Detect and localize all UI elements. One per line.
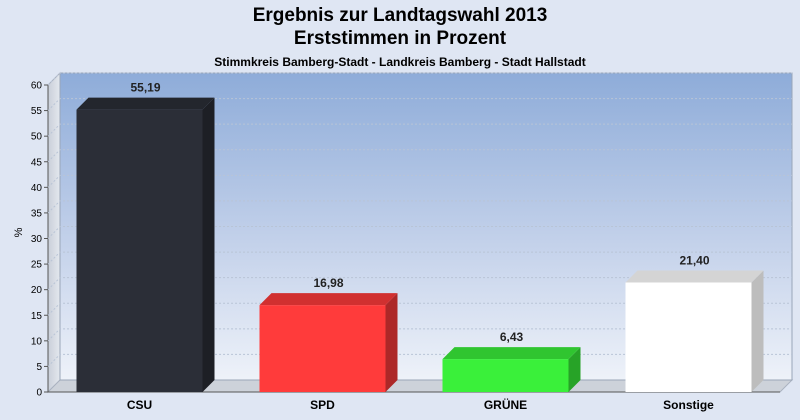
y-tick-label: 15 [31,311,43,322]
bar-top-sonstige [625,270,764,283]
category-label: SPD [310,398,335,412]
chart-title: Ergebnis zur Landtagswahl 2013 [252,5,548,26]
bar-spd [259,305,386,392]
y-tick-label: 45 [31,157,43,168]
bar-side-csu [202,97,215,392]
value-label: 21,40 [679,254,709,268]
bar-csu [76,109,203,392]
y-tick-label: 60 [31,81,43,92]
gridline [47,251,792,265]
gridline [47,200,792,214]
gridline [47,277,792,291]
gridline [47,226,792,239]
gridline [47,328,792,342]
y-tick-label: 20 [31,285,43,296]
bar-side-sonstige [751,270,764,392]
bar-top-csu [76,97,215,110]
y-axis-label: % [13,227,25,237]
value-label: 16,98 [313,276,343,290]
y-tick-label: 50 [31,132,43,143]
gridline [47,123,792,137]
bar-top-grüne [442,347,581,360]
y-tick-label: 0 [36,388,42,399]
value-label: 6,43 [500,330,524,344]
bar-side-grüne [568,347,581,392]
category-label: Sonstige [663,398,714,412]
bar-top-spd [259,293,398,306]
y-tick-label: 25 [31,260,43,271]
bar-grüne [442,359,569,392]
y-tick-label: 30 [31,234,43,245]
value-label: 55,19 [130,81,160,95]
y-tick-label: 5 [36,362,42,373]
chart-subtitle: Erststimmen in Prozent [293,28,507,49]
y-tick-label: 35 [31,208,43,219]
y-tick-label: 55 [31,106,43,117]
y-tick-label: 40 [31,183,43,194]
gridline [47,98,792,111]
gridline [47,72,792,86]
gridline [47,302,792,316]
y-tick-label: 10 [31,336,43,347]
gridline [47,174,792,188]
bar-sonstige [625,282,752,392]
category-label: GRÜNE [484,397,527,412]
title-block: Ergebnis zur Landtagswahl 2013 Erststimm… [0,4,800,72]
gridline [47,149,792,163]
category-label: CSU [127,398,152,412]
chart-subsubtitle: Stimmkreis Bamberg-Stadt - Landkreis Bam… [214,55,586,69]
bar-side-spd [385,293,398,392]
